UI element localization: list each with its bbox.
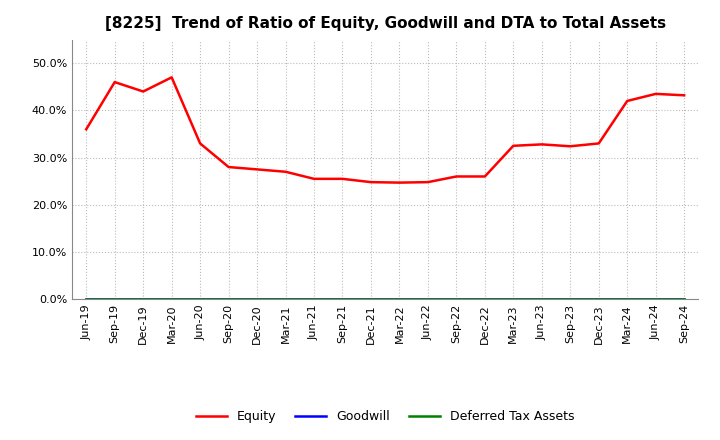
Deferred Tax Assets: [310, 297, 318, 302]
Deferred Tax Assets: [652, 297, 660, 302]
Equity: [167, 75, 176, 80]
Legend: Equity, Goodwill, Deferred Tax Assets: Equity, Goodwill, Deferred Tax Assets: [191, 405, 580, 428]
Equity: [452, 174, 461, 179]
Deferred Tax Assets: [167, 297, 176, 302]
Equity: [537, 142, 546, 147]
Equity: [82, 127, 91, 132]
Goodwill: [110, 297, 119, 302]
Deferred Tax Assets: [423, 297, 432, 302]
Equity: [366, 180, 375, 185]
Deferred Tax Assets: [196, 297, 204, 302]
Deferred Tax Assets: [282, 297, 290, 302]
Deferred Tax Assets: [537, 297, 546, 302]
Equity: [623, 98, 631, 103]
Equity: [509, 143, 518, 148]
Equity: [480, 174, 489, 179]
Deferred Tax Assets: [566, 297, 575, 302]
Goodwill: [652, 297, 660, 302]
Equity: [566, 143, 575, 149]
Goodwill: [282, 297, 290, 302]
Goodwill: [566, 297, 575, 302]
Deferred Tax Assets: [680, 297, 688, 302]
Deferred Tax Assets: [366, 297, 375, 302]
Title: [8225]  Trend of Ratio of Equity, Goodwill and DTA to Total Assets: [8225] Trend of Ratio of Equity, Goodwil…: [104, 16, 666, 32]
Goodwill: [82, 297, 91, 302]
Deferred Tax Assets: [225, 297, 233, 302]
Goodwill: [338, 297, 347, 302]
Deferred Tax Assets: [623, 297, 631, 302]
Goodwill: [623, 297, 631, 302]
Goodwill: [595, 297, 603, 302]
Equity: [110, 80, 119, 85]
Equity: [395, 180, 404, 185]
Goodwill: [509, 297, 518, 302]
Goodwill: [139, 297, 148, 302]
Equity: [282, 169, 290, 174]
Goodwill: [225, 297, 233, 302]
Goodwill: [423, 297, 432, 302]
Equity: [595, 141, 603, 146]
Equity: [338, 176, 347, 181]
Equity: [225, 165, 233, 170]
Equity: [652, 91, 660, 96]
Goodwill: [310, 297, 318, 302]
Goodwill: [167, 297, 176, 302]
Goodwill: [196, 297, 204, 302]
Goodwill: [537, 297, 546, 302]
Goodwill: [680, 297, 688, 302]
Deferred Tax Assets: [595, 297, 603, 302]
Equity: [423, 180, 432, 185]
Deferred Tax Assets: [338, 297, 347, 302]
Equity: [253, 167, 261, 172]
Deferred Tax Assets: [110, 297, 119, 302]
Goodwill: [452, 297, 461, 302]
Line: Equity: Equity: [86, 77, 684, 183]
Goodwill: [395, 297, 404, 302]
Deferred Tax Assets: [509, 297, 518, 302]
Equity: [680, 93, 688, 98]
Goodwill: [253, 297, 261, 302]
Equity: [310, 176, 318, 181]
Deferred Tax Assets: [395, 297, 404, 302]
Equity: [196, 141, 204, 146]
Equity: [139, 89, 148, 94]
Goodwill: [366, 297, 375, 302]
Deferred Tax Assets: [82, 297, 91, 302]
Deferred Tax Assets: [480, 297, 489, 302]
Deferred Tax Assets: [139, 297, 148, 302]
Deferred Tax Assets: [253, 297, 261, 302]
Goodwill: [480, 297, 489, 302]
Deferred Tax Assets: [452, 297, 461, 302]
